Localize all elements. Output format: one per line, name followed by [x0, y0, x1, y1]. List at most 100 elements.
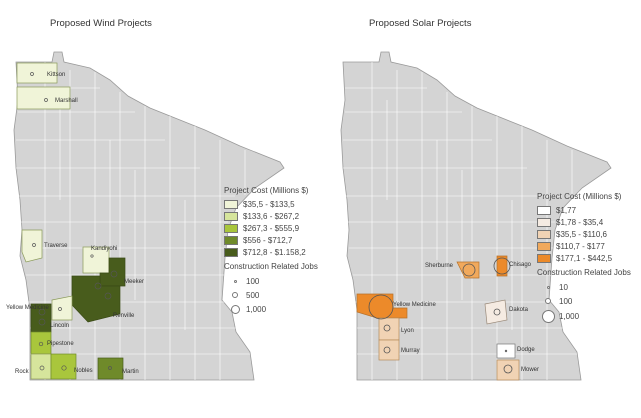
legend-swatch	[224, 199, 238, 209]
legend-label: $1,78 - $35,4	[556, 217, 604, 227]
wind-job-circles	[30, 72, 118, 371]
county-kandiyohi	[82, 246, 110, 274]
label-nobles: Nobles	[74, 368, 93, 374]
legend-swatch	[537, 217, 551, 227]
label-pipestone: Pipestone	[47, 341, 74, 347]
wind-legend-row: $35,5 - $133,5	[224, 198, 318, 210]
jobs-circle-medium	[232, 292, 238, 298]
label-mower: Mower	[521, 367, 540, 373]
county-murray	[378, 339, 400, 361]
job-circle-sherburne	[462, 263, 476, 277]
legend-swatch	[537, 241, 551, 251]
county-chisago	[496, 255, 508, 277]
county-nobles	[50, 353, 77, 380]
label-marshall: Marshall	[55, 98, 78, 104]
job-circle-yellow-medicine	[58, 307, 62, 311]
wind-legend-title: Project Cost (Millions $)	[224, 186, 309, 195]
legend-label: $110,7 - $177	[556, 241, 605, 251]
solar-job-circles	[368, 257, 513, 374]
job-circle-chisago	[493, 257, 511, 275]
county-boundaries	[343, 62, 577, 380]
solar-legend-row: $1,78 - $35,4	[537, 216, 631, 228]
legend-swatch	[537, 205, 551, 215]
legend-swatch	[537, 229, 551, 239]
legend-label: $267,3 - $555,9	[243, 223, 300, 233]
solar-map-title: Proposed Solar Projects	[369, 18, 472, 29]
jobs-circle-small	[233, 279, 237, 283]
solar-map	[340, 51, 612, 381]
county-yellow-medicine	[51, 295, 73, 321]
county-dakota	[484, 299, 508, 325]
wind-jobs-row: 100	[224, 274, 318, 288]
label-kittson: Kittson	[47, 72, 66, 78]
job-circle-pipestone	[38, 341, 44, 347]
label-rock: Rock	[15, 369, 29, 375]
wind-legend-row: $133,6 - $267,2	[224, 210, 318, 222]
county-dodge	[496, 343, 516, 359]
solar-legend-title: Project Cost (Millions $)	[537, 192, 622, 201]
legend-label: $712,8 - $1.158,2	[243, 247, 306, 257]
legend-label: $35,5 - $133,5	[243, 199, 295, 209]
solar-jobs-row: 1,000	[537, 308, 631, 324]
legend-label: $556 - $712,7	[243, 235, 293, 245]
wind-panel: Proposed Wind Projects	[0, 0, 320, 418]
label-chisago: Chisago	[509, 262, 532, 268]
job-circle-nobles	[61, 365, 67, 371]
county-traverse	[21, 229, 43, 263]
job-circle-rock	[39, 365, 45, 371]
solar-legend-row: $35,5 - $110,6	[537, 228, 631, 240]
legend-swatch	[224, 211, 238, 221]
wind-map	[13, 51, 285, 381]
county-yellow-medicine	[356, 293, 408, 319]
label-murray: Murray	[401, 348, 420, 354]
jobs-label: 500	[246, 290, 260, 300]
job-circle-lyon	[383, 324, 391, 332]
label-sherburne: Sherburne	[425, 263, 454, 269]
jobs-label: 100	[559, 296, 573, 306]
wind-legend-row: $712,8 - $1.158,2	[224, 246, 318, 258]
solar-legend: Project Cost (Millions $) $1,77 $1,78 - …	[537, 192, 631, 324]
label-renville: Renville	[113, 313, 135, 319]
county-boundaries	[16, 62, 250, 380]
jobs-label: 1,000	[559, 311, 580, 321]
solar-jobs-row: 100	[537, 294, 631, 308]
wind-legend-row: $267,3 - $555,9	[224, 222, 318, 234]
solar-jobs-row: 10	[537, 280, 631, 294]
solar-jobs-title: Construction Related Jobs	[537, 268, 631, 277]
job-circle-mower	[503, 364, 513, 374]
label-yellow-medicine: Yellow Medicine	[6, 305, 49, 311]
job-circle-murray	[383, 346, 391, 354]
legend-label: $177,1 - $442,5	[556, 253, 613, 263]
legend-label: $133,6 - $267,2	[243, 211, 300, 221]
label-yellow-medicine: Yellow Medicine	[393, 302, 436, 308]
label-dodge: Dodge	[517, 347, 535, 353]
label-dakota: Dakota	[509, 307, 529, 313]
wind-legend-row: $556 - $712,7	[224, 234, 318, 246]
wind-map-title: Proposed Wind Projects	[50, 18, 152, 29]
label-traverse: Traverse	[44, 243, 68, 249]
county-marshall	[16, 86, 71, 110]
solar-legend-row: $1,77	[537, 204, 631, 216]
solar-legend-row: $110,7 - $177	[537, 240, 631, 252]
legend-swatch	[537, 253, 551, 263]
jobs-label: 1,000	[246, 304, 267, 314]
job-circle-martin	[108, 366, 112, 370]
label-lincoln: Lincoln	[50, 323, 70, 329]
wind-legend: Project Cost (Millions $) $35,5 - $133,5…	[224, 186, 318, 316]
job-circle-kittson	[30, 72, 34, 76]
job-circle-yellow-medicine	[368, 294, 394, 320]
job-circle-renville-2	[94, 282, 102, 290]
county-martin	[97, 357, 124, 380]
job-circle-dodge	[504, 349, 508, 353]
wind-jobs-row: 1,000	[224, 302, 318, 316]
job-circle-kandiyohi	[90, 254, 94, 258]
county-lyon	[378, 317, 400, 341]
legend-swatch	[224, 247, 238, 257]
solar-panel: Proposed Solar Projects Sherburne Chisag…	[321, 0, 641, 418]
job-circle-traverse	[32, 243, 36, 247]
wind-jobs-row: 500	[224, 288, 318, 302]
solar-legend-row: $177,1 - $442,5	[537, 252, 631, 264]
job-circle-renville	[104, 292, 112, 300]
wind-jobs-title: Construction Related Jobs	[224, 262, 318, 271]
legend-swatch	[224, 223, 238, 233]
